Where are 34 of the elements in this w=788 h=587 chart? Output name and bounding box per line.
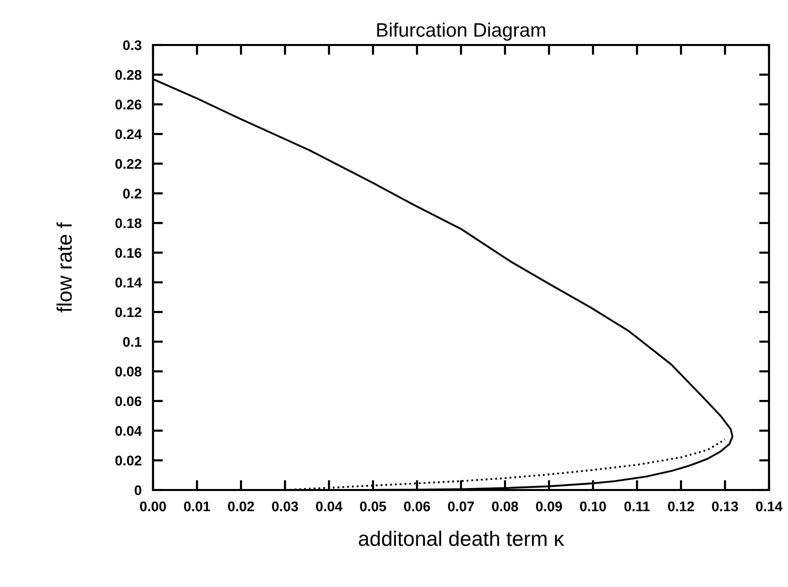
y-tick-label: 0 bbox=[134, 485, 142, 496]
x-tick-label: 0.02 bbox=[228, 501, 254, 512]
y-tick-label: 0.04 bbox=[115, 426, 142, 436]
y-axis-title: flow rate f bbox=[56, 222, 72, 312]
x-tick-label: 0.11 bbox=[624, 501, 650, 512]
x-tick-label: 0.00 bbox=[140, 501, 166, 512]
x-tick-label: 0.04 bbox=[316, 501, 342, 512]
x-tick-label: 0.14 bbox=[756, 501, 782, 512]
x-tick-label: 0.10 bbox=[580, 501, 606, 512]
x-tick-label: 0.13 bbox=[712, 501, 738, 512]
y-tick-label: 0.26 bbox=[115, 100, 142, 110]
y-tick-label: 0.3 bbox=[123, 40, 142, 50]
x-axis-title: additonal death term κ bbox=[358, 530, 564, 546]
y-tick-label: 0.1 bbox=[123, 337, 142, 347]
x-tick-label: 0.06 bbox=[404, 501, 430, 512]
y-tick-label: 0.28 bbox=[115, 70, 142, 80]
x-tick-label: 0.12 bbox=[668, 501, 694, 512]
y-tick-label: 0.06 bbox=[115, 396, 142, 406]
y-tick-label: 0.02 bbox=[115, 456, 142, 466]
y-tick-label: 0.22 bbox=[115, 159, 142, 169]
x-tick-label: 0.08 bbox=[492, 501, 518, 512]
chart-title: Bifurcation Diagram bbox=[377, 22, 546, 41]
y-tick-label: 0.08 bbox=[115, 366, 142, 377]
x-tick-label: 0.09 bbox=[536, 501, 562, 512]
y-tick-label: 0.24 bbox=[115, 129, 142, 140]
x-tick-label: 0.07 bbox=[448, 501, 474, 512]
y-tick-label: 0.2 bbox=[123, 188, 142, 199]
y-tick-label: 0.16 bbox=[115, 248, 142, 258]
x-tick-label: 0.03 bbox=[272, 501, 298, 512]
y-tick-label: 0.18 bbox=[115, 218, 142, 228]
x-tick-label: 0.01 bbox=[184, 501, 210, 512]
y-tick-label: 0.12 bbox=[115, 307, 142, 318]
x-tick-label: 0.05 bbox=[360, 501, 386, 512]
y-tick-label: 0.14 bbox=[115, 278, 142, 288]
